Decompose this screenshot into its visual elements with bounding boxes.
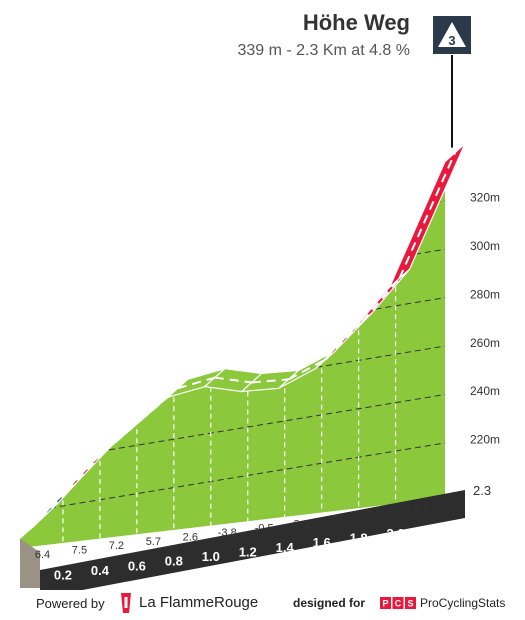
footer: Powered by La FlammeRouge designed for P… <box>0 590 525 620</box>
distance-tick-label: 0.8 <box>165 554 183 569</box>
distance-tick-label: 0.2 <box>54 568 72 583</box>
grid-line <box>39 197 445 269</box>
gradient-centre-line <box>251 378 289 384</box>
gradient-label: -0.5 <box>255 523 274 535</box>
elevation-tick-label: 240m <box>470 384 500 398</box>
gradient-centre-line <box>177 376 216 390</box>
gradient-label: 3.2 <box>294 518 309 530</box>
distance-end-label: 2.3 <box>473 483 491 498</box>
elevation-tick-label: 320m <box>470 191 500 205</box>
distance-tick-label: 1.6 <box>313 535 331 550</box>
svg-text:P: P <box>382 599 388 609</box>
gradient-centre-line <box>288 358 327 381</box>
chart-labels: 0.2 0.4 0.6 0.8 1.0 1.2 1.4 1.6 1.8 2.0 2.3 6.4 7.5 7… <box>35 55 500 583</box>
mountain-category-icon: 3 <box>438 22 466 48</box>
profile-side-wall <box>20 538 40 588</box>
pcs-logo-icon: P C S <box>380 597 416 609</box>
gradient-centre-line <box>324 320 364 361</box>
gradient-label: 7.5 <box>72 544 87 556</box>
gradient-label: -3.8 <box>218 527 237 539</box>
gradient-centre-line <box>29 490 68 531</box>
gradient-centre-line <box>398 152 456 279</box>
gradient-centre-line <box>140 387 179 421</box>
distance-tick-label: 1.8 <box>350 530 368 545</box>
svg-text:S: S <box>407 599 413 609</box>
gradient-band <box>19 143 466 539</box>
climb-profile-chart: 0.2 0.4 0.6 0.8 1.0 1.2 1.4 1.6 1.8 2.0 2.3 6.4 7.5 7… <box>19 55 500 590</box>
elevation-tick-label: 280m <box>470 287 500 301</box>
gradient-centre-line <box>214 376 252 384</box>
powered-by-label: Powered by <box>36 596 105 611</box>
la-flamme-rouge-brand[interactable]: La FlammeRouge <box>139 594 259 611</box>
category-badge: 3 <box>433 16 471 54</box>
distance-tick-label: 1.0 <box>202 549 220 564</box>
distance-tick-label: 2.0 <box>387 526 405 541</box>
profile-base-strip <box>40 490 465 590</box>
elevation-tick-label: 260m <box>470 336 500 350</box>
gradient-label: 7.0 <box>330 514 345 526</box>
category-number: 3 <box>448 33 455 48</box>
svg-text:C: C <box>395 599 402 609</box>
elevation-tick-label: 220m <box>470 433 500 447</box>
procyclingstats-brand[interactable]: ProCyclingStats <box>420 596 506 610</box>
gradient-centre-line <box>66 451 105 493</box>
distance-tick-label: 0.6 <box>128 558 146 573</box>
distance-markers <box>62 287 397 556</box>
climb-subtitle: 339 m - 2.3 Km at 4.8 % <box>237 42 410 59</box>
gradient-centre-line <box>361 277 401 322</box>
elevation-tick-label: 300m <box>470 239 500 253</box>
profile-base <box>20 490 465 590</box>
climb-title: Höhe Weg <box>302 10 410 35</box>
gradient-label: 5.7 <box>146 536 161 548</box>
grid-line <box>39 390 445 462</box>
profile-area <box>20 161 445 548</box>
gradient-label: 7.2 <box>109 540 124 552</box>
gradient-label: 2.6 <box>183 531 198 543</box>
gradient-label: 8.1 <box>414 504 429 516</box>
distance-tick-label: 1.2 <box>239 544 257 559</box>
profile-fill <box>20 161 445 548</box>
designed-for-label: designed for <box>293 596 366 610</box>
gradient-label: 8.0 <box>367 510 382 522</box>
grid-line <box>39 439 445 511</box>
gradient-centre-line <box>103 419 142 453</box>
distance-tick-label: 1.4 <box>276 540 295 555</box>
la-flamme-rouge-logo-icon <box>121 593 131 613</box>
gradient-label: 6.4 <box>35 549 50 561</box>
distance-tick-label: 0.4 <box>91 563 110 578</box>
